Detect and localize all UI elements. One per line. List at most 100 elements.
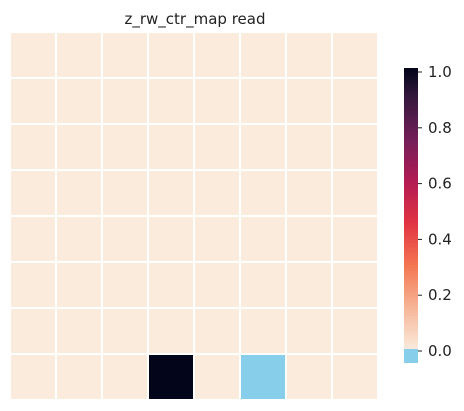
colorbar-segment <box>404 253 418 257</box>
colorbar-segment <box>404 157 418 162</box>
heatmap-cell-r6-c0 <box>9 307 57 355</box>
colorbar-segment <box>404 82 418 86</box>
colorbar-segment <box>404 76 418 80</box>
colorbar-segment <box>404 247 418 252</box>
colorbar-segment <box>404 121 418 125</box>
colorbar-segment <box>404 320 418 325</box>
heatmap-cell-r6-c3 <box>147 307 195 355</box>
heatmap-cell-r7-c5 <box>239 353 287 401</box>
colorbar: 0.0 0.2 0.4 0.6 0.8 1.0 <box>404 63 452 363</box>
colorbar-segment <box>404 73 418 78</box>
colorbar-segment <box>404 222 418 226</box>
colorbar-segment <box>404 267 418 271</box>
colorbar-segment <box>404 211 418 215</box>
colorbar-segment <box>404 191 418 196</box>
colorbar-segment <box>404 112 418 117</box>
colorbar-segment <box>404 104 418 108</box>
heatmap-cell-r0-c1 <box>55 31 103 79</box>
colorbar-segment <box>404 149 418 153</box>
heatmap-cell-r6-c1 <box>55 307 103 355</box>
heatmap-cell-r0-c0 <box>9 31 57 79</box>
colorbar-segment <box>404 228 418 232</box>
heatmap-cell-r3-c1 <box>55 169 103 217</box>
heatmap-cell-r2-c7 <box>331 123 379 171</box>
colorbar-segment <box>404 225 418 229</box>
heatmap-cell-r1-c5 <box>239 77 287 125</box>
heatmap-cell-r5-c6 <box>285 261 333 309</box>
heatmap-cell-r4-c2 <box>101 215 149 263</box>
colorbar-segment <box>404 337 418 342</box>
heatmap-cell-r6-c7 <box>331 307 379 355</box>
colorbar-segment <box>404 171 418 176</box>
colorbar-segment <box>404 346 418 350</box>
colorbar-segment <box>404 326 418 330</box>
colorbar-segment <box>404 289 418 294</box>
colorbar-segment <box>404 132 418 137</box>
colorbar-segment <box>404 141 418 145</box>
heatmap-cell-r0-c4 <box>193 31 241 79</box>
heatmap-cell-r3-c4 <box>193 169 241 217</box>
heatmap-cell-r7-c3 <box>147 353 195 401</box>
colorbar-tick-label: 0.4 <box>428 230 452 248</box>
colorbar-segment <box>404 275 418 280</box>
heatmap-cell-r1-c4 <box>193 77 241 125</box>
colorbar-segment <box>404 110 418 114</box>
heatmap-cell-r1-c3 <box>147 77 195 125</box>
colorbar-segment <box>404 146 418 151</box>
heatmap-cell-r6-c4 <box>193 307 241 355</box>
colorbar-segment <box>404 230 418 235</box>
heatmap-cell-r4-c3 <box>147 215 195 263</box>
colorbar-segment <box>404 332 418 336</box>
colorbar-segment <box>404 216 418 221</box>
colorbar-segment <box>404 306 418 311</box>
heatmap-cell-r5-c3 <box>147 261 195 309</box>
colorbar-tick-label: 0.6 <box>428 175 452 193</box>
colorbar-segment <box>404 208 418 212</box>
colorbar-segment <box>404 166 418 170</box>
colorbar-segment <box>404 129 418 134</box>
colorbar-segment <box>404 174 418 179</box>
colorbar-segment <box>404 287 418 291</box>
heatmap-cell-r3-c5 <box>239 169 287 217</box>
colorbar-segment <box>404 284 418 288</box>
colorbar-segment <box>404 278 418 283</box>
colorbar-segment <box>404 118 418 122</box>
heatmap-cell-r1-c0 <box>9 77 57 125</box>
colorbar-segment <box>404 301 418 305</box>
colorbar-segment <box>404 197 418 201</box>
heatmap-cell-r4-c1 <box>55 215 103 263</box>
heatmap-cell-r2-c4 <box>193 123 241 171</box>
colorbar-segment <box>404 270 418 274</box>
colorbar-segment <box>404 163 418 167</box>
heatmap-cell-r1-c2 <box>101 77 149 125</box>
heatmap-cell-r2-c3 <box>147 123 195 171</box>
colorbar-segment <box>404 186 418 190</box>
heatmap-cell-r2-c1 <box>55 123 103 171</box>
heatmap-cell-r5-c5 <box>239 261 287 309</box>
heatmap-cell-r0-c7 <box>331 31 379 79</box>
chart-title: z_rw_ctr_map read <box>125 10 266 29</box>
colorbar-segment <box>404 79 418 83</box>
colorbar-tick-label: 0.0 <box>428 342 452 360</box>
colorbar-segment <box>404 281 418 285</box>
colorbar-segment <box>404 340 418 344</box>
colorbar-segment <box>404 259 418 263</box>
colorbar-segment <box>404 334 418 339</box>
colorbar-segment <box>404 152 418 156</box>
heatmap-cell-r4-c0 <box>9 215 57 263</box>
colorbar-segment <box>404 96 418 100</box>
heatmap-cell-r7-c1 <box>55 353 103 401</box>
heatmap-cell-r7-c4 <box>193 353 241 401</box>
heatmap-cell-r1-c1 <box>55 77 103 125</box>
heatmap-cell-r7-c2 <box>101 353 149 401</box>
colorbar-segment <box>404 273 418 277</box>
colorbar-segment <box>404 318 418 322</box>
heatmap-cell-r0-c2 <box>101 31 149 79</box>
colorbar-segment <box>404 169 418 173</box>
colorbar-segment <box>404 312 418 316</box>
heatmap-cell-r5-c4 <box>193 261 241 309</box>
colorbar-segment <box>404 309 418 314</box>
heatmap-cell-r4-c6 <box>285 215 333 263</box>
colorbar-tick-label: 0.2 <box>428 286 452 304</box>
